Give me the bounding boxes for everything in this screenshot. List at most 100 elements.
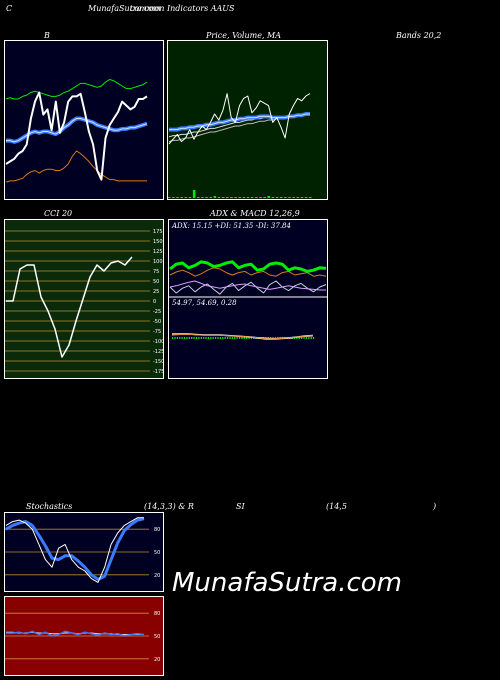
volume-bar bbox=[259, 197, 262, 198]
bollinger-label: B bbox=[44, 31, 50, 40]
macd-hist-bar bbox=[296, 337, 298, 339]
macd-title: 54.97, 54.69, 0.28 bbox=[172, 299, 237, 307]
macd-hist-bar bbox=[215, 337, 217, 339]
macd-hist-bar bbox=[207, 337, 210, 339]
rsi-line bbox=[6, 630, 145, 637]
cci-tick-label: -100 bbox=[153, 339, 164, 345]
bollinger-chart bbox=[4, 40, 164, 200]
volume-bar bbox=[205, 197, 208, 198]
macd-hist-bar bbox=[308, 337, 310, 339]
price-chart bbox=[167, 40, 328, 200]
cci-tick-label: -75 bbox=[153, 329, 161, 335]
volume-bar bbox=[197, 197, 200, 198]
volume-bar bbox=[246, 197, 250, 198]
cci-tick-label: 100 bbox=[153, 259, 163, 265]
volume-bar bbox=[284, 197, 287, 198]
bollinger-panel bbox=[4, 40, 164, 200]
rsi-tick-label: 50 bbox=[154, 634, 160, 640]
macd-hist-bar bbox=[203, 337, 205, 339]
volume-bar bbox=[304, 197, 308, 198]
macd-hist-bar bbox=[313, 337, 315, 339]
macd-hist-bar bbox=[224, 337, 226, 339]
cci-tick-label: 75 bbox=[153, 269, 159, 275]
stoch-params-label: (14,3,3) & R bbox=[144, 502, 194, 511]
rsi-chart: 80 50 20 bbox=[4, 596, 164, 676]
macd-hist-bar bbox=[176, 337, 178, 339]
macd-hist-bar bbox=[236, 337, 238, 339]
lower-band-line bbox=[5, 150, 147, 183]
macd-hist-bar bbox=[172, 337, 174, 339]
macd-hist-bar bbox=[229, 337, 231, 339]
price-label: Price, Volume, MA bbox=[206, 31, 282, 40]
volume-bar bbox=[180, 197, 183, 198]
upper-band-line bbox=[5, 79, 148, 100]
cci-line bbox=[6, 256, 133, 358]
volume-bar bbox=[238, 197, 241, 198]
ma-blue-highlight bbox=[169, 113, 310, 131]
volume-bar bbox=[168, 197, 171, 198]
macd-hist-bar bbox=[250, 337, 253, 339]
macd-hist-bar bbox=[305, 337, 308, 339]
macd-hist-bar bbox=[231, 337, 233, 339]
volume-bar bbox=[292, 197, 295, 198]
cci-panel: 175 150 125 100 75 50 25 0 -25 -50 -75 -100 -125 -150… bbox=[4, 219, 164, 379]
cci-tick-label: 150 bbox=[153, 239, 163, 245]
volume-bar bbox=[221, 197, 225, 198]
rsi-panel: 80 50 20 bbox=[4, 596, 164, 676]
rsi-params-label: (14,5 bbox=[326, 502, 347, 511]
watermark: MunafaSutra.com bbox=[172, 568, 403, 598]
macd-hist-bar bbox=[200, 337, 202, 339]
volume-bar bbox=[201, 197, 204, 198]
macd-hist-bar bbox=[205, 337, 207, 339]
si-label: SI bbox=[236, 502, 245, 511]
adx-macd-panel: ADX: 15.15 +DI: 51.35 -DI: 37.84 54.97, 5… bbox=[168, 219, 328, 379]
volume-bar bbox=[279, 197, 283, 198]
minus-di-line bbox=[169, 267, 327, 277]
middle-band-highlight bbox=[6, 118, 148, 143]
stoch-label: Stochastics bbox=[26, 502, 73, 511]
cci-tick-label: 50 bbox=[153, 279, 159, 285]
macd-hist-bar bbox=[179, 337, 181, 339]
macd-hist-bar bbox=[222, 337, 224, 339]
macd-hist-bar bbox=[298, 337, 300, 339]
price-line bbox=[168, 93, 311, 145]
stoch-tick-label: 50 bbox=[154, 550, 160, 556]
rsi-tick-label: 20 bbox=[154, 657, 160, 663]
macd-hist-bar bbox=[181, 337, 183, 339]
macd-hist-bar bbox=[174, 337, 176, 339]
stoch-panel: 80 50 20 bbox=[4, 512, 164, 592]
macd-hist-bar bbox=[191, 337, 193, 339]
cci-label: CCI 20 bbox=[44, 209, 73, 218]
cci-tick-label: -175 bbox=[153, 369, 164, 375]
volume-bar bbox=[288, 197, 291, 198]
cci-tick-label: -50 bbox=[153, 319, 161, 325]
macd-hist-bar bbox=[248, 337, 250, 339]
macd-hist-bar bbox=[210, 337, 212, 339]
volume-bar bbox=[209, 197, 212, 198]
volume-bar bbox=[300, 197, 304, 198]
macd-hist-bar bbox=[212, 337, 214, 339]
cci-tick-label: -150 bbox=[153, 359, 164, 365]
adx-macd-chart: ADX: 15.15 +DI: 51.35 -DI: 37.84 54.97, 5… bbox=[168, 219, 328, 379]
macd-orange-line bbox=[172, 333, 314, 340]
macd-hist-bar bbox=[226, 337, 229, 339]
macd-hist-bar bbox=[188, 337, 190, 339]
macd-hist-bar bbox=[195, 337, 198, 339]
volume-bar bbox=[296, 197, 300, 198]
stoch-d-line bbox=[5, 517, 145, 581]
adx-white-line bbox=[169, 280, 327, 295]
volume-bar bbox=[217, 197, 221, 198]
stoch-k-line bbox=[5, 517, 144, 583]
stoch-tick-label: 80 bbox=[154, 527, 160, 533]
macd-hist-bar bbox=[217, 337, 219, 339]
rsi-tick-label: 80 bbox=[154, 611, 160, 617]
volume-bar bbox=[242, 197, 246, 198]
cci-tick-label: -125 bbox=[153, 349, 164, 355]
header-site[interactable]: MunafaSutra.com bbox=[88, 4, 161, 13]
plus-di-line bbox=[169, 260, 327, 273]
macd-hist-bar bbox=[198, 337, 200, 339]
volume-bar bbox=[230, 197, 233, 198]
volume-bar bbox=[255, 197, 258, 198]
volume-bar bbox=[263, 197, 266, 198]
macd-hist-bar bbox=[238, 337, 241, 339]
